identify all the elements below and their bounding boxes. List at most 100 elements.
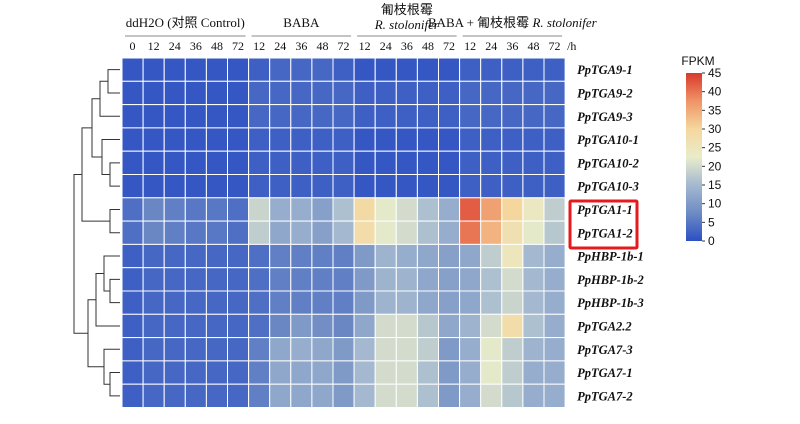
heatmap-cell bbox=[184, 57, 207, 82]
heatmap-cell bbox=[416, 267, 439, 292]
heatmap-cell bbox=[459, 127, 482, 152]
heatmap-cell bbox=[227, 127, 250, 152]
heatmap-cell bbox=[501, 80, 524, 106]
heatmap-cell bbox=[395, 360, 418, 385]
heatmap-cell bbox=[459, 80, 482, 106]
heatmap-cell bbox=[501, 383, 524, 409]
heatmap-cell bbox=[438, 267, 461, 292]
heatmap-cell bbox=[438, 290, 461, 315]
heatmap-cell bbox=[543, 383, 566, 409]
heatmap-cell bbox=[163, 337, 186, 362]
heatmap-cell bbox=[480, 267, 503, 292]
heatmap-cell bbox=[248, 313, 271, 339]
heatmap-cell bbox=[184, 360, 207, 385]
row-label: PpTGA10-3 bbox=[577, 180, 639, 194]
dendrogram-branch bbox=[109, 208, 120, 234]
heatmap-cell bbox=[395, 313, 418, 339]
heatmap-cell bbox=[205, 313, 228, 339]
row-label: PpTGA9-3 bbox=[577, 110, 633, 124]
heatmap-cell bbox=[142, 220, 165, 245]
dendrogram-branch bbox=[101, 139, 120, 175]
heatmap-cell bbox=[543, 127, 566, 152]
heatmap-cell bbox=[332, 57, 355, 82]
group-label: ddH2O (对照 Control) bbox=[126, 15, 245, 30]
row-label: PpTGA1-2 bbox=[577, 226, 633, 240]
heatmap-cell bbox=[438, 220, 461, 245]
heatmap-cell bbox=[416, 197, 439, 222]
heatmap-cell bbox=[248, 267, 271, 292]
heatmap-cell bbox=[205, 127, 228, 152]
heatmap-cell bbox=[248, 243, 271, 269]
heatmap-cell bbox=[395, 243, 418, 269]
heatmap-cell bbox=[163, 197, 186, 222]
legend-tick-label: 20 bbox=[708, 159, 722, 173]
heatmap-cell bbox=[121, 174, 144, 199]
heatmap-cell bbox=[374, 150, 397, 175]
heatmap-cell bbox=[121, 383, 144, 409]
heatmap-cell bbox=[459, 220, 482, 245]
heatmap-cell bbox=[121, 267, 144, 292]
heatmap-cell bbox=[227, 267, 250, 292]
heatmap-cell bbox=[353, 150, 376, 175]
heatmap-cell bbox=[353, 337, 376, 362]
heatmap-cell bbox=[184, 313, 207, 339]
heatmap-cell bbox=[227, 290, 250, 315]
heatmap-cell bbox=[121, 127, 144, 152]
column-tick-label: 24 bbox=[169, 39, 181, 53]
heatmap-cell bbox=[311, 290, 334, 315]
heatmap-cell bbox=[480, 383, 503, 409]
heatmap-cell bbox=[480, 337, 503, 362]
heatmap-cell bbox=[142, 313, 165, 339]
heatmap-cell bbox=[501, 360, 524, 385]
heatmap-cell bbox=[459, 267, 482, 292]
legend-tick-label: 5 bbox=[708, 215, 715, 229]
heatmap-cell bbox=[438, 243, 461, 269]
heatmap-cell bbox=[290, 267, 313, 292]
heatmap-cell bbox=[543, 337, 566, 362]
heatmap-cell bbox=[438, 337, 461, 362]
legend-tick-label: 0 bbox=[708, 234, 715, 248]
heatmap-cell bbox=[142, 174, 165, 199]
heatmap-cell bbox=[332, 313, 355, 339]
heatmap-cell bbox=[353, 360, 376, 385]
heatmap-cell bbox=[142, 104, 165, 129]
heatmap-cell bbox=[438, 383, 461, 409]
heatmap-cell bbox=[374, 360, 397, 385]
heatmap-cell bbox=[522, 383, 545, 409]
heatmap-cell bbox=[438, 104, 461, 129]
legend-tick-label: 15 bbox=[708, 178, 722, 192]
heatmap-cell bbox=[205, 243, 228, 269]
heatmap-cell bbox=[332, 267, 355, 292]
heatmap-cell bbox=[121, 243, 144, 269]
heatmap-cell bbox=[311, 150, 334, 175]
heatmap-cell bbox=[501, 127, 524, 152]
heatmap-cell bbox=[205, 104, 228, 129]
heatmap-cell bbox=[121, 57, 144, 82]
heatmap-cell bbox=[353, 174, 376, 199]
heatmap-cell bbox=[332, 174, 355, 199]
heatmap-cell bbox=[459, 150, 482, 175]
heatmap-cell bbox=[459, 57, 482, 82]
heatmap-cell bbox=[438, 80, 461, 106]
heatmap-cell bbox=[248, 197, 271, 222]
heatmap-cell bbox=[480, 104, 503, 129]
heatmap-cell bbox=[438, 197, 461, 222]
heatmap-cell bbox=[416, 150, 439, 175]
heatmap-cell bbox=[311, 57, 334, 82]
row-dendrogram bbox=[73, 69, 120, 397]
heatmap-cell bbox=[290, 127, 313, 152]
heatmap-cell bbox=[395, 150, 418, 175]
heatmap-cell bbox=[543, 290, 566, 315]
heatmap-cell bbox=[522, 243, 545, 269]
heatmap-cell bbox=[480, 174, 503, 199]
column-tick-label: 12 bbox=[253, 39, 265, 53]
heatmap-cell bbox=[205, 267, 228, 292]
heatmap-cell bbox=[290, 290, 313, 315]
heatmap-cell bbox=[121, 80, 144, 106]
group-label: BABA + 匍枝根霉 R. stolonifer bbox=[428, 15, 598, 30]
heatmap-cell bbox=[142, 290, 165, 315]
heatmap-cell bbox=[459, 174, 482, 199]
heatmap-cell bbox=[163, 104, 186, 129]
heatmap-cell bbox=[353, 80, 376, 106]
heatmap-cell bbox=[184, 174, 207, 199]
